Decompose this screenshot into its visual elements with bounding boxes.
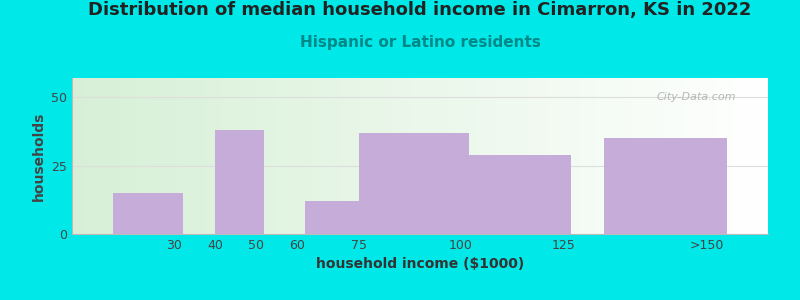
Bar bbox=[358, 133, 469, 234]
Text: Distribution of median household income in Cimarron, KS in 2022: Distribution of median household income … bbox=[88, 1, 752, 19]
Text: Hispanic or Latino residents: Hispanic or Latino residents bbox=[299, 35, 541, 50]
Bar bbox=[215, 130, 265, 234]
Bar bbox=[461, 154, 571, 234]
Bar bbox=[604, 138, 727, 234]
Bar bbox=[306, 201, 362, 234]
Text: City-Data.com: City-Data.com bbox=[657, 92, 736, 102]
Bar bbox=[113, 193, 182, 234]
X-axis label: household income ($1000): household income ($1000) bbox=[316, 257, 524, 272]
Y-axis label: households: households bbox=[31, 111, 46, 201]
